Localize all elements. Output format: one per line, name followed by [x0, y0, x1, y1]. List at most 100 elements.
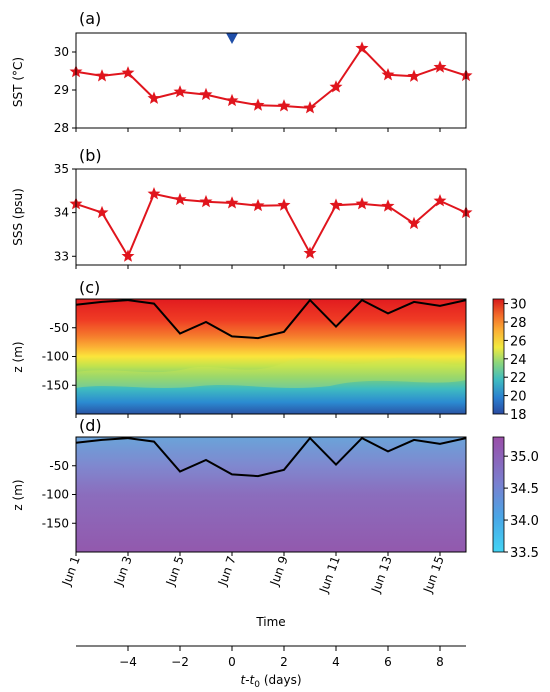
panel-c-cbtick-label: 22 [510, 371, 527, 386]
panel-d-cbtick-label: 34.5 [510, 482, 539, 497]
panel-a-star-marker [407, 69, 421, 82]
panel-a-triangle-marker [226, 33, 238, 44]
panel-a-ytick-label: 28 [54, 121, 69, 135]
panel-b-star-marker [251, 198, 265, 212]
panel-a-xticks [75, 128, 441, 132]
panel-b-star-marker [277, 198, 291, 211]
time-axis-label: Time [255, 615, 285, 629]
date-tick-label: Jun 13 [368, 554, 394, 595]
panel-b-ytick-label: 34 [54, 206, 69, 220]
panel-c-mixing-feature [76, 357, 466, 388]
panel-b-ylabel: SSS (psu) [11, 188, 25, 246]
panel-a-star-marker [147, 91, 161, 104]
panel-d-cbtick-label: 33.5 [510, 546, 539, 561]
panel-c-xticks [75, 414, 441, 418]
panel-d-cbtick-label: 35.0 [510, 450, 539, 465]
panel-b-star-marker [147, 187, 161, 200]
date-tick-label: Jun 5 [163, 554, 187, 588]
days-tick-label: −2 [171, 655, 189, 669]
panel-c-ylabel: z (m) [11, 341, 25, 372]
panel-d-colorbar [492, 436, 505, 553]
panel-b-yticks: 33 34 35 [54, 162, 76, 263]
panel-d-mld-line [75, 436, 467, 478]
panel-b-xticks [75, 265, 441, 269]
days-tick-labels: −4 −2 0 2 4 6 8 [119, 646, 444, 669]
panel-a-sst: (a) SST (°C) 28 29 30 [11, 9, 473, 135]
date-tick-label: Jun 11 [316, 554, 342, 595]
panel-a-star-marker [173, 85, 187, 98]
panel-a-star-marker [329, 80, 343, 93]
panel-a-ylabel: SST (°C) [11, 57, 25, 107]
panel-a-yticks: 28 29 30 [54, 45, 76, 135]
panel-b-series [69, 187, 473, 262]
panel-d-xticks [75, 552, 441, 556]
panel-b-star-marker [121, 249, 135, 262]
panel-d-colorbar-ticks: 33.5 34.0 34.5 35.0 [504, 450, 539, 561]
panel-c-colorbar [492, 298, 505, 415]
panel-d-ytick-label: -100 [42, 488, 69, 502]
panel-a-star-marker [355, 41, 369, 54]
panel-c-mixed-layer [75, 298, 467, 340]
panel-b-star-marker [303, 246, 317, 259]
panel-b-ytick-label: 33 [54, 249, 69, 263]
panel-a-star-marker [95, 69, 109, 82]
panel-a-label: (a) [79, 9, 101, 28]
panel-c-cbtick-label: 24 [510, 353, 527, 368]
panel-a-star-marker [121, 66, 135, 79]
panel-b-sss: (b) SSS (psu) 33 34 35 [11, 146, 473, 269]
days-tick-label: −4 [119, 655, 137, 669]
panel-d-cbtick-label: 34.0 [510, 514, 539, 529]
panel-b-star-marker [381, 199, 395, 212]
panel-d-salinity-section: (d) z (m) -50 -100 -150 33.5 34.0 34.5 35.0 [11, 416, 539, 561]
panel-c-heatmap [76, 299, 466, 414]
panel-c-cbtick-label: 28 [510, 316, 527, 331]
panel-c-yticks: -50 -100 -150 [42, 321, 76, 392]
date-tick-label: Jun 1 [59, 554, 83, 588]
panel-c-cbtick-label: 30 [510, 298, 527, 313]
panel-c-label: (c) [79, 278, 100, 297]
panel-b-star-marker [199, 194, 213, 208]
date-tick-label: Jun 7 [215, 554, 239, 588]
panel-b-frame [75, 168, 467, 266]
panel-c-temperature-section: (c) z (m) -50 -100 -150 18 20 22 24 26 28 30 [11, 278, 527, 423]
panel-b-star-marker [225, 196, 239, 209]
panel-d-yticks: -50 -100 -150 [42, 459, 76, 530]
panel-a-star-marker [433, 60, 447, 73]
panel-b-star-marker [407, 216, 421, 230]
panel-c-cbtick-label: 18 [510, 408, 527, 423]
panel-a-ytick-label: 29 [54, 83, 69, 97]
panel-b-star-marker [95, 205, 109, 219]
panel-d-mixed-layer [75, 436, 467, 478]
panel-d-label: (d) [79, 416, 102, 435]
panel-a-series [69, 33, 473, 114]
days-tick-label: 2 [280, 655, 288, 669]
panel-a-line [75, 46, 467, 109]
date-tick-label: Jun 3 [111, 554, 135, 588]
panel-d-field [76, 437, 466, 552]
panel-d-ytick-label: -50 [49, 459, 69, 473]
days-tick-label: 4 [332, 655, 340, 669]
panel-a-frame [75, 32, 467, 129]
panel-d-heatmap [76, 437, 466, 552]
panel-c-colorbar-ticks: 18 20 22 24 26 28 30 [504, 298, 527, 423]
panel-c-frame [75, 298, 467, 415]
panel-a-star-marker [199, 87, 213, 101]
panel-d-frame [75, 436, 467, 553]
panel-c-mld-line [75, 298, 467, 340]
panel-b-star-marker [355, 197, 369, 210]
date-tick-label: Jun 9 [267, 554, 291, 588]
panel-c-ytick-label: -50 [49, 321, 69, 335]
days-tick-label: 0 [228, 655, 236, 669]
date-tick-labels: Jun 1 Jun 3 Jun 5 Jun 7 Jun 9 Jun 11 Jun 13 Jun… [59, 554, 447, 595]
panel-c-field [76, 299, 466, 414]
panel-a-star-marker [251, 98, 265, 111]
panel-d-ytick-label: -150 [42, 516, 69, 530]
panel-c-cbtick-label: 20 [510, 390, 527, 405]
date-tick-label: Jun 15 [420, 554, 446, 595]
panel-c-ytick-label: -150 [42, 378, 69, 392]
panel-a-star-marker [381, 67, 395, 81]
days-axis-label: t-t0 (days) [240, 673, 301, 690]
panel-b-ytick-label: 35 [54, 162, 69, 176]
panel-a-ytick-label: 30 [54, 45, 69, 59]
